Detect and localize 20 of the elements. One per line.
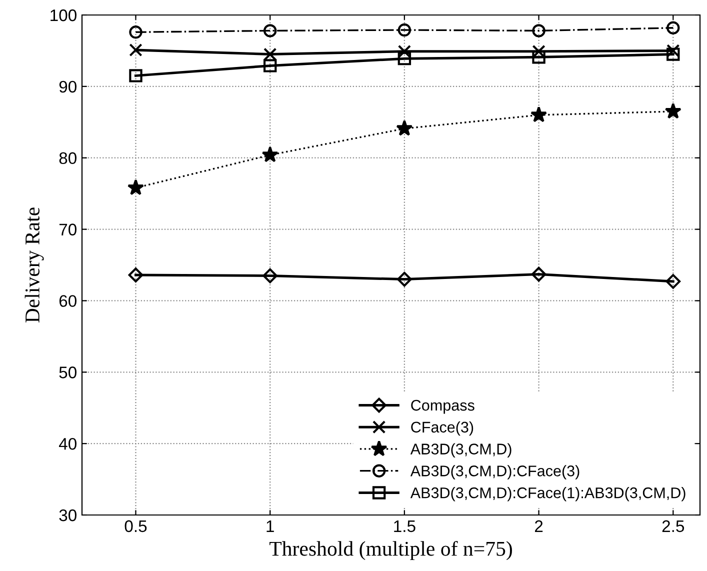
x-axis-title: Threshold (multiple of n=75) <box>270 540 512 560</box>
x-tick-label: 1.5 <box>394 520 416 532</box>
y-tick-label: 80 <box>59 152 76 164</box>
y-tick-label: 60 <box>59 295 76 307</box>
x-tick-label: 1 <box>266 520 274 532</box>
legend-label: AB3D(3,CM,D) <box>410 443 512 458</box>
legend-label: CFace(3) <box>411 421 474 436</box>
x-tick-label: 2.5 <box>662 520 684 532</box>
legend-label: AB3D(3,CM,D):CFace(3) <box>410 465 580 480</box>
y-axis-title: Delivery Rate <box>24 208 44 323</box>
y-tick-label: 30 <box>59 509 76 522</box>
y-tick-label: 90 <box>59 80 76 93</box>
y-tick-label: 100 <box>50 9 76 22</box>
x-tick-label: 2 <box>534 520 543 532</box>
y-tick-label: 40 <box>58 438 76 450</box>
legend-label: AB3D(3,CM,D):CFace(1):AB3D(3,CM,D) <box>410 487 686 502</box>
y-tick-label: 50 <box>59 366 76 378</box>
x-tick-label: 0.5 <box>124 520 147 532</box>
legend-label: Compass <box>411 400 474 414</box>
y-tick-label: 70 <box>59 224 76 236</box>
